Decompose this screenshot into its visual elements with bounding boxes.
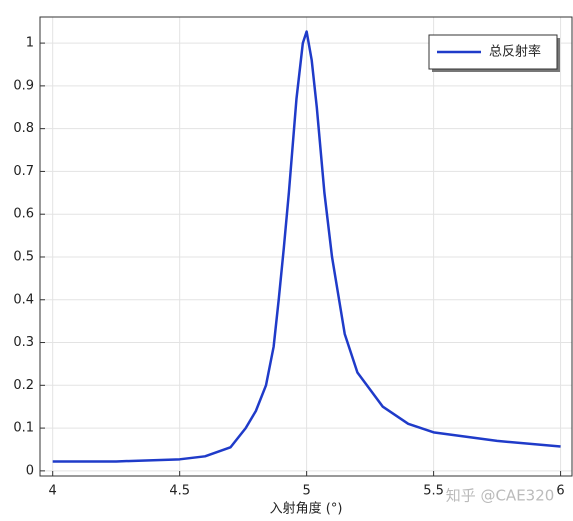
y-tick-label: 0.7 — [13, 164, 34, 179]
x-tick-label: 5.5 — [423, 484, 444, 499]
x-tick-label: 4 — [49, 484, 57, 499]
watermark: 知乎 @CAE320 — [446, 487, 555, 505]
x-tick-label: 6 — [556, 484, 564, 499]
y-tick-label: 0.6 — [13, 207, 34, 222]
y-tick-label: 0.8 — [13, 121, 34, 136]
plot-area — [40, 17, 572, 476]
y-tick-label: 0.3 — [13, 335, 34, 350]
x-tick-label: 5 — [302, 484, 310, 499]
y-tick-label: 0.9 — [13, 78, 34, 93]
x-tick-label: 4.5 — [169, 484, 190, 499]
y-tick-label: 1 — [26, 36, 34, 51]
y-tick-label: 0.1 — [13, 421, 34, 436]
y-tick-label: 0.5 — [13, 249, 34, 264]
plot-frame — [39, 16, 573, 477]
legend-label: 总反射率 — [489, 44, 541, 60]
y-tick-label: 0.2 — [13, 378, 34, 393]
y-tick-label: 0.4 — [13, 292, 34, 307]
data-line — [52, 30, 561, 463]
y-tick-label: 0 — [26, 463, 34, 478]
x-axis-label: 入射角度 (°) — [270, 501, 343, 517]
